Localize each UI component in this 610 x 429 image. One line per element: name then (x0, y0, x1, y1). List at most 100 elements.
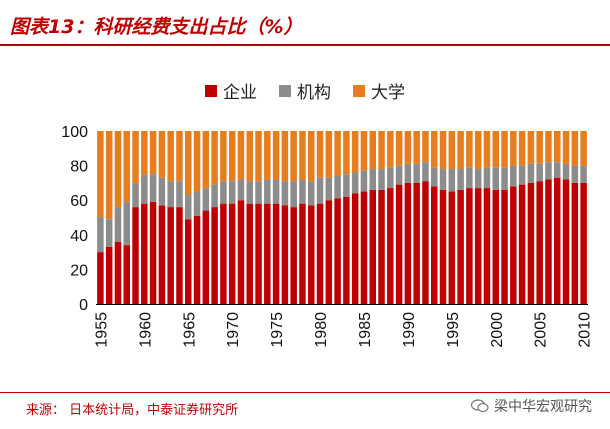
bar-university-1960 (141, 131, 148, 175)
bar-institution-1993 (431, 167, 438, 187)
x-tick-label: 1990 (401, 312, 418, 348)
bar-institution-2009 (571, 165, 579, 183)
bar-institution-1963 (167, 181, 174, 208)
bar-institution-1965 (185, 195, 192, 220)
bar-company-1989 (395, 184, 403, 304)
bar-institution-1970 (228, 181, 236, 204)
bar-company-2004 (527, 182, 535, 304)
bar-company-1993 (431, 186, 438, 304)
bar-university-1965 (185, 131, 192, 196)
bar-institution-1960 (141, 174, 148, 204)
bar-company-1962 (158, 205, 166, 304)
bar-university-1998 (474, 131, 482, 170)
bar-company-1982 (334, 198, 341, 304)
x-tick-label: 1975 (269, 312, 286, 348)
bar-university-1982 (334, 131, 341, 176)
bar-company-1969 (220, 203, 227, 304)
bar-university-1975 (272, 131, 280, 180)
bar-company-1958 (123, 245, 130, 304)
bar-university-2006 (545, 131, 552, 163)
bar-institution-1998 (474, 169, 482, 189)
bar-university-1967 (202, 131, 210, 189)
bar-company-1961 (149, 201, 157, 304)
legend-swatch-company (205, 84, 217, 97)
bar-university-1996 (457, 131, 464, 170)
watermark: 梁中华宏观研究 (470, 396, 592, 416)
bar-institution-1994 (439, 169, 447, 190)
bar-institution-1969 (220, 181, 227, 204)
bar-institution-1968 (211, 184, 218, 208)
bar-company-1998 (474, 188, 482, 304)
bar-company-1981 (325, 200, 333, 304)
bar-company-1957 (114, 241, 122, 304)
bar-institution-2008 (562, 163, 570, 180)
bar-company-1988 (387, 188, 394, 304)
bar-institution-1989 (395, 165, 403, 185)
bar-institution-1979 (308, 181, 315, 206)
bar-university-1991 (413, 131, 420, 164)
x-tick-label: 1995 (445, 312, 462, 348)
bar-company-1959 (132, 207, 139, 304)
bar-university-1986 (369, 131, 376, 170)
bar-institution-1964 (176, 181, 183, 208)
x-tick-label: 1960 (137, 312, 154, 348)
legend-item-institution: 机构 (279, 78, 331, 103)
bar-company-1974 (264, 203, 271, 304)
bar-institution-1959 (132, 182, 139, 208)
bar-company-1980 (316, 203, 324, 304)
bar-institution-2000 (492, 167, 499, 190)
bar-institution-1982 (334, 175, 341, 199)
bar-university-1980 (316, 131, 324, 178)
bar-company-1985 (360, 191, 368, 304)
bar-university-1981 (325, 131, 333, 178)
bar-institution-1978 (299, 179, 306, 204)
bar-company-1970 (228, 203, 236, 304)
y-tick-label: 60 (70, 193, 88, 210)
bar-university-2010 (580, 131, 587, 166)
bar-company-1975 (272, 203, 280, 304)
source-divider (0, 392, 610, 393)
bar-company-2008 (562, 179, 570, 304)
bar-university-2003 (518, 131, 526, 166)
legend-item-company: 企业 (205, 78, 257, 103)
bar-institution-1992 (422, 162, 429, 182)
legend-swatch-institution (279, 84, 291, 97)
bar-university-1956 (105, 131, 113, 220)
bar-institution-1957 (114, 207, 122, 242)
bar-company-1990 (404, 182, 412, 304)
bar-company-1973 (255, 203, 262, 304)
bar-university-2007 (554, 131, 561, 163)
bar-institution-1956 (105, 219, 113, 247)
bar-university-1955 (97, 131, 104, 218)
bar-university-1977 (290, 131, 297, 182)
bar-university-1994 (439, 131, 447, 170)
bar-university-1958 (123, 131, 130, 202)
chart-legend: 企业 机构 大学 (0, 78, 610, 103)
bar-university-2009 (571, 131, 579, 166)
bar-company-1963 (167, 207, 174, 304)
bar-university-2005 (536, 131, 543, 164)
bar-university-2001 (501, 131, 508, 168)
bar-university-2004 (527, 131, 535, 164)
bar-university-2008 (562, 131, 570, 164)
bar-university-1969 (220, 131, 227, 182)
bar-company-1987 (378, 189, 385, 304)
bar-company-1992 (422, 181, 429, 304)
bar-university-1993 (431, 131, 438, 168)
bar-company-1986 (369, 189, 376, 304)
bar-institution-1996 (457, 169, 464, 190)
bar-university-1964 (176, 131, 183, 182)
bar-company-2001 (501, 189, 508, 304)
bar-company-1983 (343, 196, 350, 304)
bar-university-1983 (343, 131, 350, 175)
bar-company-1955 (97, 252, 104, 304)
bar-institution-2001 (501, 167, 508, 190)
bar-institution-2005 (536, 163, 543, 182)
source-note: 来源： 日本统计局，中泰证券研究所 (26, 403, 239, 418)
bar-institution-1986 (369, 169, 376, 190)
title-divider (0, 44, 610, 46)
bar-company-2010 (580, 182, 587, 304)
bar-institution-1999 (483, 167, 491, 189)
bar-university-1970 (228, 131, 236, 182)
bar-institution-2010 (580, 165, 587, 183)
